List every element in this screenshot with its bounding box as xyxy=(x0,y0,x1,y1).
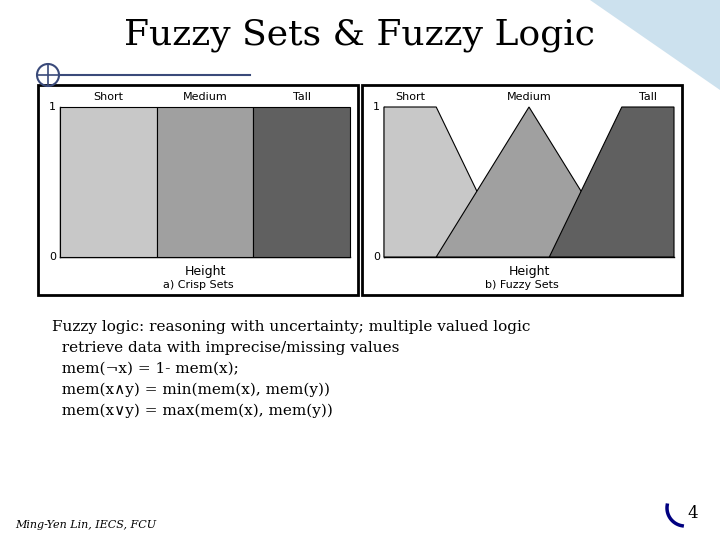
Text: mem(x∨y) = max(mem(x), mem(y)): mem(x∨y) = max(mem(x), mem(y)) xyxy=(52,404,333,418)
Text: Short: Short xyxy=(395,92,425,102)
Text: a) Crisp Sets: a) Crisp Sets xyxy=(163,280,233,290)
Polygon shape xyxy=(590,0,720,90)
Text: Height: Height xyxy=(184,265,225,278)
Text: 4: 4 xyxy=(688,505,698,522)
Bar xyxy=(157,107,253,257)
Text: 0: 0 xyxy=(49,252,56,262)
Text: Fuzzy logic: reasoning with uncertainty; multiple valued logic: Fuzzy logic: reasoning with uncertainty;… xyxy=(52,320,531,334)
Polygon shape xyxy=(549,107,674,257)
Text: mem(x∧y) = min(mem(x), mem(y)): mem(x∧y) = min(mem(x), mem(y)) xyxy=(52,383,330,397)
Bar xyxy=(362,85,682,295)
Polygon shape xyxy=(384,107,509,257)
Text: mem(¬x) = 1- mem(x);: mem(¬x) = 1- mem(x); xyxy=(52,362,239,376)
Text: b) Fuzzy Sets: b) Fuzzy Sets xyxy=(485,280,559,290)
Polygon shape xyxy=(436,107,622,257)
Bar xyxy=(253,107,350,257)
Text: 1: 1 xyxy=(49,102,56,112)
Text: Fuzzy Sets & Fuzzy Logic: Fuzzy Sets & Fuzzy Logic xyxy=(125,18,595,52)
Text: Medium: Medium xyxy=(183,92,228,102)
Text: Ming-Yen Lin, IECS, FCU: Ming-Yen Lin, IECS, FCU xyxy=(15,520,156,530)
Bar xyxy=(60,107,157,257)
Text: 1: 1 xyxy=(373,102,380,112)
Text: 0: 0 xyxy=(373,252,380,262)
Text: Medium: Medium xyxy=(507,92,552,102)
Bar xyxy=(38,85,358,295)
Text: Tall: Tall xyxy=(639,92,657,102)
Text: Tall: Tall xyxy=(292,92,310,102)
Text: Short: Short xyxy=(94,92,123,102)
Text: retrieve data with imprecise/missing values: retrieve data with imprecise/missing val… xyxy=(52,341,400,355)
Text: Height: Height xyxy=(508,265,549,278)
